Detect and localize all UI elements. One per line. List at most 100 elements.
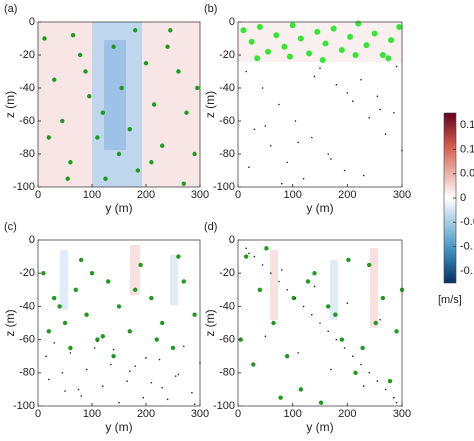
point	[314, 28, 321, 35]
point	[65, 176, 70, 181]
point	[245, 247, 247, 250]
point	[256, 23, 263, 30]
point	[360, 363, 362, 366]
point	[294, 120, 297, 122]
point	[135, 168, 141, 173]
point	[285, 354, 290, 359]
point	[352, 355, 354, 358]
point	[271, 320, 276, 326]
point	[330, 158, 332, 160]
point	[240, 27, 247, 34]
point	[297, 352, 299, 354]
point	[158, 358, 161, 361]
point	[192, 151, 197, 157]
point	[305, 279, 311, 284]
point	[68, 160, 73, 165]
point	[150, 381, 153, 384]
point	[73, 287, 79, 292]
point	[95, 337, 100, 342]
colorbar-tick-label: 0.15	[460, 119, 474, 131]
point	[294, 297, 297, 299]
x-tick-label: 300	[191, 408, 209, 420]
point	[84, 312, 89, 317]
colorbar-tick-label: -0.05	[460, 216, 474, 228]
point	[119, 85, 124, 91]
point	[264, 125, 267, 127]
y-tick-label: -20	[219, 267, 235, 279]
point	[151, 102, 157, 107]
point	[335, 83, 338, 86]
point	[77, 52, 83, 58]
point	[192, 312, 197, 317]
point	[388, 37, 395, 44]
x-tick-label: 0	[235, 408, 241, 420]
point	[52, 77, 57, 82]
point	[85, 368, 88, 371]
point	[57, 304, 62, 309]
x-tick-label: 0	[35, 408, 41, 420]
point	[257, 287, 263, 292]
point	[62, 320, 68, 326]
point	[322, 40, 329, 47]
point	[127, 329, 132, 334]
point	[318, 400, 324, 405]
point	[346, 257, 351, 263]
point	[270, 272, 272, 275]
point	[355, 20, 362, 27]
point	[183, 345, 185, 348]
y-tick-label: -80	[219, 367, 235, 379]
point	[306, 50, 313, 57]
y-axis-label: z (m)	[203, 91, 217, 118]
point	[368, 372, 371, 374]
point	[313, 75, 316, 78]
point	[46, 135, 51, 140]
point	[96, 340, 99, 343]
point	[254, 55, 261, 62]
point	[253, 128, 256, 131]
point	[362, 174, 365, 177]
x-axis-label: y (m)	[105, 201, 132, 215]
point	[286, 161, 289, 164]
point	[343, 347, 346, 349]
point	[338, 47, 345, 54]
point	[248, 38, 255, 45]
point	[111, 44, 116, 49]
point	[253, 255, 256, 258]
point	[95, 135, 100, 140]
point	[363, 42, 370, 49]
y-tick-label: -100	[213, 181, 235, 193]
y-tick-label: -100	[13, 181, 35, 193]
colorbar-tick-label: 0.05	[460, 168, 474, 180]
field-background	[38, 22, 402, 328]
point	[133, 28, 138, 33]
point	[161, 386, 163, 389]
y-tick-label: -40	[19, 82, 35, 94]
point	[343, 169, 346, 172]
panel-label: (b)	[204, 3, 217, 15]
x-tick-label: 300	[191, 189, 209, 201]
point	[110, 363, 112, 366]
y-tick-label: 0	[29, 16, 35, 28]
point	[297, 141, 299, 144]
x-tick-label: 200	[338, 189, 356, 201]
point	[302, 305, 305, 308]
y-tick-label: 0	[229, 234, 235, 246]
point	[298, 387, 304, 392]
y-tick-label: -20	[19, 267, 35, 279]
point	[352, 52, 359, 58]
y-tick-label: -40	[219, 300, 235, 312]
point	[384, 133, 387, 135]
point	[100, 334, 106, 339]
point	[264, 246, 269, 251]
point	[281, 43, 288, 50]
point	[360, 78, 362, 81]
point	[327, 330, 330, 333]
point	[376, 380, 379, 382]
point	[286, 53, 293, 60]
point	[176, 69, 181, 74]
point	[116, 304, 122, 309]
point	[149, 295, 154, 301]
point	[181, 181, 186, 186]
